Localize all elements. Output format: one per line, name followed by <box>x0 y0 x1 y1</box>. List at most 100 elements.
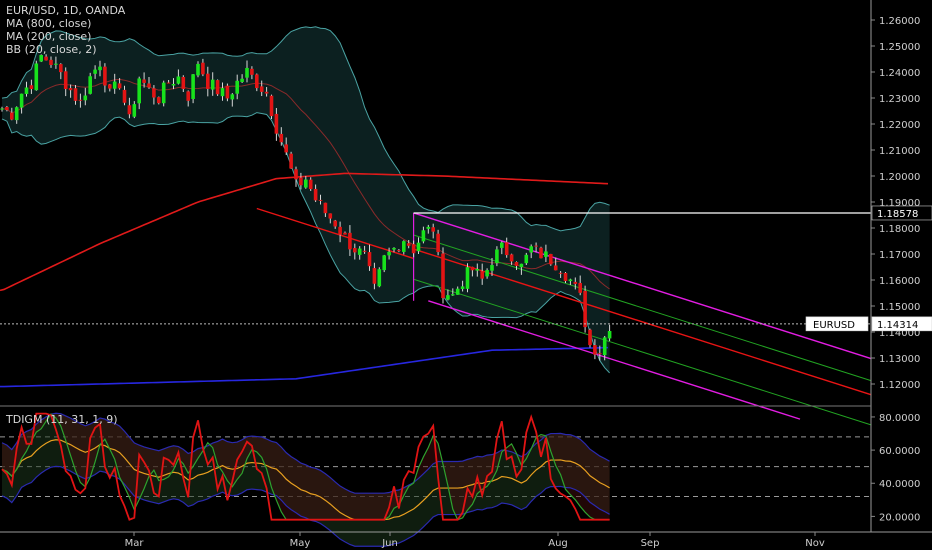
candle[interactable] <box>117 83 122 89</box>
ma-800-line[interactable] <box>0 346 609 388</box>
candle[interactable] <box>122 89 127 103</box>
candle[interactable] <box>539 247 543 259</box>
candle[interactable] <box>387 251 391 256</box>
candle[interactable] <box>607 331 612 339</box>
symbol-price-tag[interactable]: EURUSD <box>805 316 869 332</box>
candle[interactable] <box>161 82 166 104</box>
candle[interactable] <box>245 67 249 78</box>
last-price-tag[interactable]: 1.14314 <box>871 316 932 332</box>
candle[interactable] <box>509 254 514 262</box>
candle[interactable] <box>68 88 73 91</box>
candle[interactable] <box>588 329 592 346</box>
candle[interactable] <box>215 80 220 95</box>
candle[interactable] <box>544 251 548 257</box>
level-price-tag[interactable]: 1.18578 <box>871 205 932 221</box>
candle[interactable] <box>240 78 244 82</box>
candle[interactable] <box>441 253 445 299</box>
candle[interactable] <box>558 272 563 274</box>
candle[interactable] <box>470 266 475 271</box>
candle[interactable] <box>112 81 117 89</box>
candle[interactable] <box>264 91 269 94</box>
candle[interactable] <box>367 252 372 267</box>
candle[interactable] <box>406 243 411 246</box>
candle[interactable] <box>426 226 431 229</box>
candle[interactable] <box>10 112 14 120</box>
candle[interactable] <box>186 91 190 101</box>
candle[interactable] <box>490 265 494 271</box>
candle[interactable] <box>323 202 328 214</box>
candle[interactable] <box>54 63 58 65</box>
candle[interactable] <box>83 95 88 101</box>
candle[interactable] <box>44 56 48 61</box>
candle[interactable] <box>348 232 352 250</box>
candle[interactable] <box>73 88 78 101</box>
candle[interactable] <box>127 105 132 115</box>
candle[interactable] <box>250 68 254 75</box>
candle[interactable] <box>568 279 573 282</box>
osc-upper-band[interactable] <box>1 412 610 494</box>
candle[interactable] <box>63 71 68 90</box>
candle[interactable] <box>34 63 39 91</box>
candle[interactable] <box>132 104 137 117</box>
candle[interactable] <box>416 242 421 252</box>
candle[interactable] <box>279 133 284 143</box>
candle[interactable] <box>524 254 529 264</box>
candle[interactable] <box>196 63 200 76</box>
candle[interactable] <box>343 232 347 235</box>
candle[interactable] <box>392 247 396 250</box>
candle[interactable] <box>49 59 53 65</box>
candle[interactable] <box>299 177 303 186</box>
candle[interactable] <box>88 76 92 94</box>
candle[interactable] <box>563 272 568 281</box>
candle[interactable] <box>534 245 538 247</box>
candle[interactable] <box>553 265 558 271</box>
candle[interactable] <box>14 107 19 121</box>
ma-200-line[interactable] <box>0 172 609 292</box>
legend-tdigm[interactable]: TDIGM (11, 31, 1, 9) <box>6 413 118 426</box>
candle[interactable] <box>166 82 171 84</box>
candle[interactable] <box>549 254 553 265</box>
channel-lower-line[interactable] <box>428 300 801 420</box>
candle[interactable] <box>39 55 43 62</box>
candle[interactable] <box>519 263 524 268</box>
candle[interactable] <box>573 281 578 284</box>
candle[interactable] <box>431 227 435 232</box>
channel-upper-line[interactable] <box>413 212 872 360</box>
candle[interactable] <box>181 76 186 89</box>
candle[interactable] <box>225 85 230 99</box>
candle[interactable] <box>382 255 386 271</box>
symbol-title[interactable]: EUR/USD, 1D, OANDA <box>6 4 126 17</box>
candle[interactable] <box>500 242 504 248</box>
candle[interactable] <box>98 66 102 71</box>
candle[interactable] <box>362 250 367 252</box>
candle[interactable] <box>353 248 357 253</box>
candle[interactable] <box>578 282 582 293</box>
candle[interactable] <box>333 220 337 227</box>
candle[interactable] <box>274 113 279 134</box>
candle[interactable] <box>59 64 63 73</box>
candle[interactable] <box>308 179 313 190</box>
candle[interactable] <box>328 213 333 219</box>
candle[interactable] <box>460 286 465 289</box>
candle[interactable] <box>377 269 382 287</box>
price-pane[interactable] <box>0 26 872 426</box>
candle[interactable] <box>338 226 342 235</box>
candle[interactable] <box>5 107 9 111</box>
bb-upper-line[interactable] <box>1 26 610 232</box>
candle[interactable] <box>147 83 151 88</box>
candle[interactable] <box>103 66 107 86</box>
candle[interactable] <box>313 188 318 201</box>
candle[interactable] <box>485 270 489 277</box>
candle[interactable] <box>259 86 264 92</box>
candle[interactable] <box>255 74 259 89</box>
candle[interactable] <box>171 83 176 86</box>
candle[interactable] <box>108 84 112 89</box>
candle[interactable] <box>137 78 141 104</box>
bb-lower-line[interactable] <box>1 112 610 374</box>
candle[interactable] <box>411 244 416 254</box>
candle[interactable] <box>0 108 4 110</box>
candle[interactable] <box>318 199 323 201</box>
candle[interactable] <box>206 73 210 89</box>
candle[interactable] <box>583 290 587 328</box>
price-axis[interactable]: 1.26000 1.25000 1.24000 1.23000 1.22000 1.210… <box>871 16 920 391</box>
